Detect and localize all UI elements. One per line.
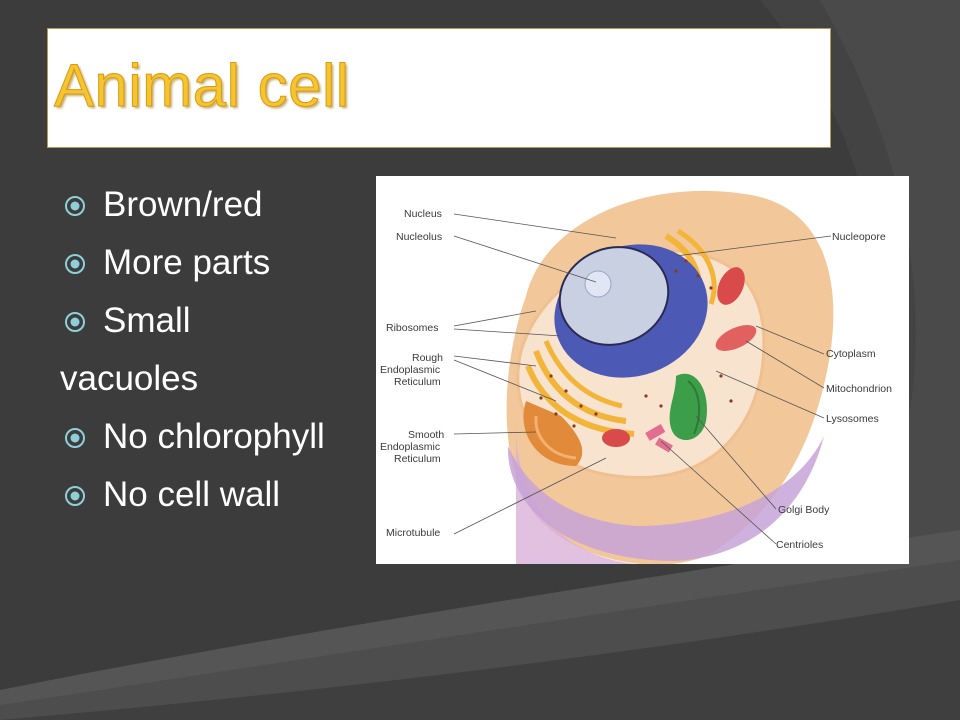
bullet-text: Small [103, 301, 191, 340]
label-nucleus: Nucleus [404, 208, 442, 220]
circled-dot-icon [65, 486, 85, 506]
slide-title: Animal cell [54, 52, 350, 120]
cell-side-shading [516, 426, 636, 564]
label-endoplasmic: Endoplasmic [380, 441, 440, 453]
bullet-item: Brown/red [60, 176, 325, 234]
bullet-list: Brown/red More parts Small vacuoles No c [60, 176, 325, 524]
rough-er [533, 349, 627, 424]
centriole [655, 437, 673, 453]
bullet-item: No cell wall [60, 466, 325, 524]
label-smooth: Smooth [408, 429, 444, 441]
bullet-text: Brown/red [103, 185, 263, 224]
bullet-text: More parts [103, 243, 271, 282]
title-box: Animal cell [47, 28, 831, 148]
label-mitochondrion: Mitochondrion [826, 383, 892, 395]
bullet-item: Small [60, 292, 325, 350]
circled-dot-icon [65, 312, 85, 332]
label-nucleolus: Nucleolus [396, 231, 442, 243]
label-endoplasmic: Endoplasmic [380, 364, 440, 376]
golgi-body [687, 380, 701, 435]
smooth-er [534, 415, 577, 460]
bullet-text: No cell wall [103, 475, 280, 514]
label-cytoplasm: Cytoplasm [826, 348, 876, 360]
label-reticulum: Reticulum [394, 376, 441, 388]
mitochondrion [717, 267, 745, 305]
nucleolus [584, 270, 612, 298]
leader-lines [453, 213, 832, 545]
cell-lower-body [507, 436, 824, 561]
label-ribosomes: Ribosomes [386, 322, 439, 334]
bullet-text: vacuoles [60, 359, 199, 398]
label-nucleopore: Nucleopore [832, 231, 886, 243]
centriole [645, 424, 666, 441]
bullet-item: No chlorophyll [60, 408, 325, 466]
mitochondrion [715, 325, 757, 351]
circled-dot-icon [65, 428, 85, 448]
rough-er [676, 228, 717, 305]
circled-dot-icon [65, 254, 85, 274]
label-golgi-body: Golgi Body [778, 504, 830, 516]
ribosomes [539, 259, 733, 428]
bullet-text: No chlorophyll [103, 417, 325, 456]
smooth-er [523, 401, 583, 466]
mitochondrion [602, 429, 630, 447]
label-reticulum: Reticulum [394, 453, 441, 465]
nucleus [558, 246, 670, 346]
label-microtubule: Microtubule [386, 527, 440, 539]
rough-er [543, 340, 623, 409]
label-lysosomes: Lysosomes [826, 413, 879, 425]
circled-dot-icon [65, 196, 85, 216]
label-centrioles: Centrioles [776, 539, 823, 551]
bullet-continuation: vacuoles [60, 350, 325, 408]
animal-cell-diagram: Nucleus Nucleolus Ribosomes Rough Endopl… [376, 176, 909, 564]
label-rough: Rough [412, 352, 443, 364]
bullet-item: More parts [60, 234, 325, 292]
